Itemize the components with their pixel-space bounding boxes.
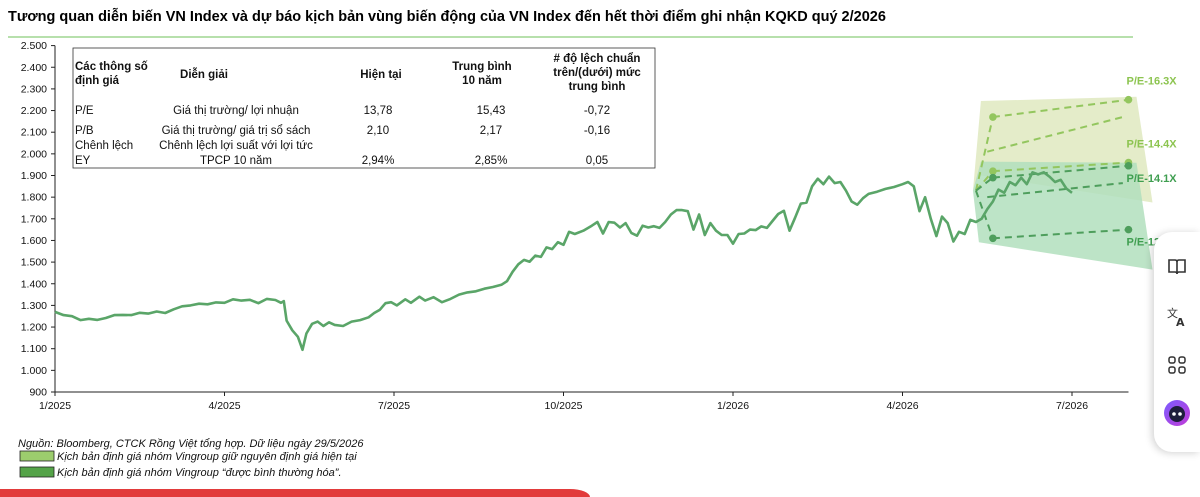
svg-text:文: 文: [1167, 306, 1178, 320]
scenario-start-point: [989, 234, 997, 243]
legend-swatch-2: [19, 466, 55, 478]
table-cell: 13,78: [364, 105, 393, 117]
x-tick-label: 7/2025: [378, 400, 410, 412]
y-tick-label: 2.400: [21, 62, 47, 74]
scenario-label: P/E-14.1X: [1127, 173, 1178, 185]
assistant-icon[interactable]: [1162, 398, 1192, 428]
scenario-line: [992, 228, 1129, 240]
y-tick-label: 1.100: [21, 343, 47, 355]
legend-label-1: Kịch bản định giá nhóm Vingroup giữ nguy…: [57, 451, 357, 463]
apps-icon[interactable]: [1162, 350, 1192, 380]
scenario-bands: P/E-16.3XP/E-14.4XP/E-14.1XP/E-12.1X: [972, 76, 1178, 270]
y-tick-label: 1.600: [21, 235, 47, 247]
scenario-end-point: [1124, 95, 1133, 104]
scenario-start-point: [989, 113, 997, 121]
y-tick-label: 1.500: [21, 257, 47, 269]
table-cell: -0,16: [584, 125, 610, 137]
table-header-cell: trung bình: [569, 81, 626, 93]
y-tick-label: 1.900: [21, 170, 47, 182]
source-note: Nguồn: Bloomberg, CTCK Rồng Việt tổng hợ…: [18, 438, 364, 450]
series-layer: [54, 171, 1073, 352]
vn-index-line: [54, 171, 1073, 352]
table-cell: Giá thị trường/ giá trị sổ sách: [162, 125, 311, 137]
svg-text:A: A: [1176, 316, 1185, 328]
table-cell: 2,17: [480, 125, 502, 137]
x-tick-label: 1/2025: [39, 400, 71, 412]
table-cell: 2,85%: [475, 155, 508, 167]
y-tick-label: 2.200: [21, 105, 47, 117]
table-cell: Chênh lệch: [75, 140, 133, 152]
table-header-cell: # độ lệch chuẩn: [554, 53, 641, 65]
table-header-cell: 10 năm: [462, 75, 502, 87]
table-cell: 0,05: [586, 155, 608, 167]
y-tick-label: 1.200: [21, 322, 47, 334]
table-frame: [72, 47, 656, 169]
x-tick-label: 4/2025: [208, 400, 240, 412]
scenario-label: P/E-14.4X: [1127, 139, 1178, 151]
bottom-red-bar: [0, 489, 590, 497]
legend-swatch-1: [19, 450, 55, 462]
footer: Nguồn: Bloomberg, CTCK Rồng Việt tổng hợ…: [18, 438, 364, 479]
valuation-table: Các thông số định giá Diễn giải Hiện tại Tru…: [72, 47, 656, 169]
table-cell: EY: [75, 155, 91, 167]
x-tick-label: 4/2026: [886, 400, 918, 412]
legend-label-2: Kịch bản định giá nhóm Vingroup “được bì…: [57, 467, 342, 479]
y-tick-label: 2.000: [21, 148, 47, 160]
scenario-left-edge: [974, 116, 994, 191]
scenario-label: P/E-16.3X: [1127, 76, 1178, 88]
scenario-start-point: [989, 173, 997, 182]
scenario-end-point: [1124, 161, 1133, 170]
scenario-line: [992, 98, 1129, 119]
scenario-end-point: [1124, 225, 1133, 234]
y-tick-label: 900: [29, 387, 47, 399]
scenario-line: [992, 161, 1129, 173]
y-tick-label: 1.700: [21, 213, 47, 225]
table-cell: 15,43: [477, 105, 506, 117]
x-tick-label: 10/2025: [545, 400, 583, 412]
table-header-cell: Các thông số: [75, 61, 148, 73]
y-tick-label: 2.300: [21, 83, 47, 95]
y-tick-label: 1.300: [21, 300, 47, 312]
chart-title: Tương quan diễn biến VN Index và dự báo …: [8, 8, 886, 25]
table-header-cell: Trung bình: [452, 61, 511, 73]
table-cell: Chênh lệch lợi suất với lợi tức: [159, 140, 313, 152]
y-tick-label: 1.000: [21, 365, 47, 377]
table-header-cell: trên/(dưới) mức: [553, 67, 641, 79]
table-header-cell: Diễn giải: [180, 68, 228, 81]
table-cell: 2,94%: [362, 155, 395, 167]
table-cell: TPCP 10 năm: [200, 155, 272, 167]
axes: 2.500 2.400 2.300 2.200 2.100 2.000 1.900 1.800…: [21, 40, 1129, 412]
book-icon[interactable]: [1162, 252, 1192, 282]
y-tick-label: 2.500: [21, 40, 47, 52]
table-cell: Giá thị trường/ lợi nhuận: [173, 105, 299, 117]
y-tick-label: 2.100: [21, 127, 47, 139]
y-tick-label: 1.800: [21, 192, 47, 204]
scenario-mid-line: [987, 182, 1123, 199]
scenario-line: [992, 164, 1129, 179]
table-cell: -0,72: [584, 105, 610, 117]
table-cell: P/E: [75, 105, 94, 117]
table-header-cell: Hiện tại: [360, 69, 402, 81]
table-cell: 2,10: [367, 125, 389, 137]
scenario-start-point: [989, 167, 997, 175]
y-tick-label: 1.400: [21, 278, 47, 290]
band-dark: [972, 161, 1153, 270]
x-tick-label: 1/2026: [717, 400, 749, 412]
table-cell: P/B: [75, 125, 94, 137]
table-header-cell: định giá: [75, 75, 120, 87]
x-tick-label: 7/2026: [1056, 400, 1088, 412]
